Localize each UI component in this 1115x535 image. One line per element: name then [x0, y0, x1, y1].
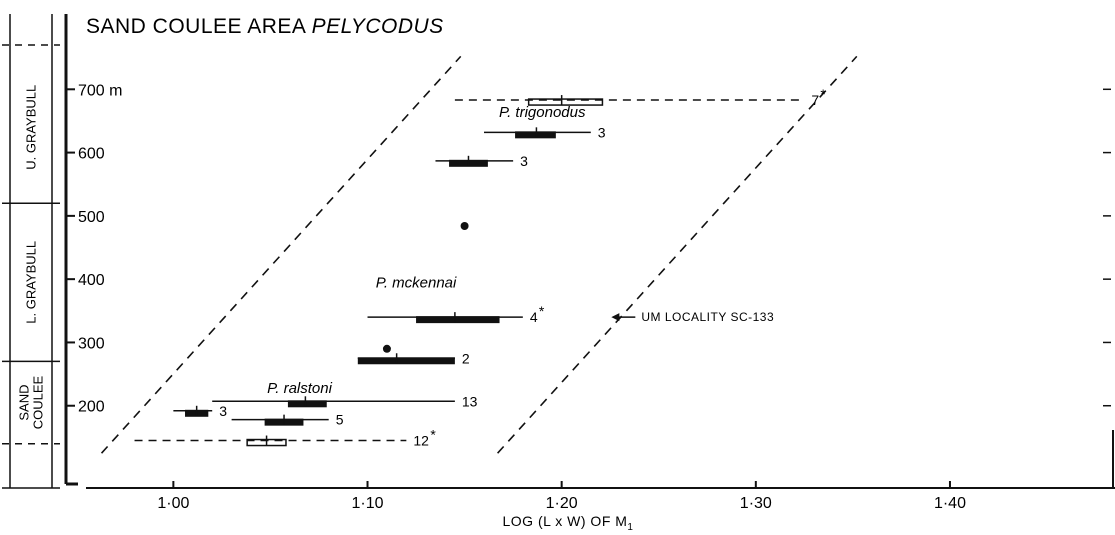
chart-title: SAND COULEE AREA PELYCODUS — [86, 15, 444, 38]
y-tick-label-2: 400 — [78, 272, 105, 289]
sample-box-7 — [515, 131, 556, 139]
sample-star-5: * — [539, 303, 545, 319]
species-label-2: P. trigonodus — [499, 104, 586, 121]
x-axis-label-text: LOG (L x W) OF M — [503, 513, 628, 529]
annotation-label: UM LOCALITY SC-133 — [641, 310, 774, 324]
y-tick-label-1: 300 — [78, 335, 105, 352]
point-0 — [460, 221, 469, 230]
sample-star-0: * — [430, 427, 436, 443]
sample-n-label-5: 4 — [530, 309, 538, 325]
x-axis-label-subscript: 1 — [627, 522, 633, 533]
species-label-1: P. mckennai — [376, 274, 457, 291]
x-tick-label-4: 1·40 — [934, 495, 966, 512]
sample-n-label-1: 3 — [219, 403, 227, 419]
y-tick-label-4: 600 — [78, 146, 105, 163]
x-tick-label-3: 1·30 — [740, 495, 772, 512]
sample-n-label-3: 13 — [462, 393, 478, 409]
y-tick-label-3: 500 — [78, 209, 105, 226]
sample-n-label-0: 12 — [413, 433, 429, 449]
strat-unit-label-2-0: U. GRAYBULL — [24, 85, 39, 170]
strat-unit-label-0-0: SAND — [17, 385, 32, 421]
point-1 — [382, 344, 391, 353]
sample-n-label-7: 3 — [598, 124, 606, 140]
strat-unit-label-1-0: L. GRAYBULL — [24, 241, 39, 324]
sample-star-8: * — [820, 86, 826, 102]
species-label-0: P. ralstoni — [267, 380, 332, 397]
x-axis-label: LOG (L x W) OF M1 — [503, 513, 634, 533]
x-tick-label-0: 1·00 — [157, 495, 189, 512]
y-tick-label-5: 700 m — [78, 82, 122, 99]
strat-unit-label-0-1: COULEE — [31, 376, 46, 430]
sample-n-label-4: 2 — [462, 350, 470, 366]
sample-box-4 — [357, 357, 455, 365]
chart-title-plain: SAND COULEE AREA — [86, 15, 312, 38]
sample-n-label-6: 3 — [520, 153, 528, 169]
x-tick-label-2: 1·20 — [546, 495, 578, 512]
x-tick-label-1: 1·10 — [352, 495, 384, 512]
species-labels: P. ralstoni P. mckennai P. trigonodus UM LO… — [267, 104, 774, 397]
sample-box-5 — [416, 316, 500, 324]
sample-box-3 — [287, 400, 327, 408]
stratigraphic-column: SAND COULEE L. GRAYBULL U. GRAYBULL — [2, 14, 60, 489]
y-tick-label-0: 200 — [78, 399, 105, 416]
sample-box-8 — [527, 98, 604, 106]
annotation-arrowhead — [611, 313, 620, 322]
envelope-lines — [100, 55, 858, 454]
sample-n-label-2: 5 — [336, 412, 344, 428]
sample-n-label-8: 7 — [811, 92, 819, 108]
axes: 200 300 400 500 600 700 m 1·00 1·10 1·20 1·30 1·40 — [64, 14, 1115, 512]
chart-title-italic: PELYCODUS — [312, 15, 444, 38]
